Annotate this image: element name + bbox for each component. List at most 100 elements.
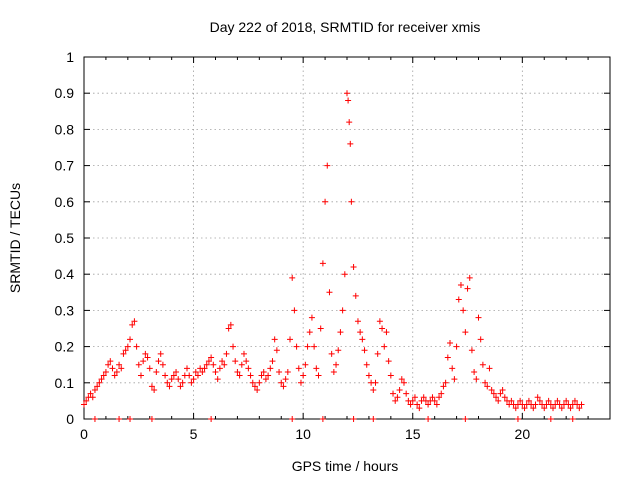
data-point [322,198,329,205]
data-point [192,368,199,375]
data-point [251,383,258,390]
data-point [232,358,239,365]
data-point [425,401,432,408]
data-point [315,372,322,379]
data-point [245,365,252,372]
data-point [545,397,552,404]
data-point [81,401,87,408]
data-point [284,368,291,375]
data-point [96,379,103,386]
data-point [124,343,131,350]
data-point [289,416,296,422]
data-point [571,397,578,404]
data-point [444,354,451,361]
x-tick-label: 10 [295,426,311,442]
data-point [91,387,98,394]
data-point [462,416,469,422]
x-tick-label: 20 [515,426,531,442]
data-point [102,368,109,375]
data-point [383,329,390,336]
data-point [131,318,138,325]
data-point [113,368,120,375]
data-point [133,343,140,350]
data-point [164,379,171,386]
data-point [486,365,493,372]
data-point [473,376,480,383]
data-point [249,379,256,386]
data-point [398,376,405,383]
y-axis-label: SRMTID / TECUs [7,183,23,293]
data-point [359,336,366,343]
data-point [457,282,464,289]
data-point [578,401,585,408]
data-point [365,372,372,379]
data-point [409,397,416,404]
data-point [390,390,397,397]
data-point [203,361,210,368]
data-point [319,416,326,422]
data-point [328,350,335,357]
data-point [471,368,478,375]
data-point [170,372,177,379]
data-point [162,372,169,379]
data-point [107,358,114,365]
data-point [151,387,158,394]
data-point [208,354,215,361]
data-point [212,368,219,375]
data-point [333,361,340,368]
data-point [269,358,276,365]
data-point [495,397,502,404]
data-point [308,314,315,321]
data-point [122,347,129,354]
data-point [127,336,134,343]
data-point [569,416,576,422]
data-point [442,379,449,386]
data-point [256,379,263,386]
data-point [493,394,500,401]
data-point [247,372,254,379]
data-point [477,336,484,343]
data-point [267,365,274,372]
data-point [289,274,296,281]
data-point [536,397,543,404]
data-point [455,296,462,303]
data-point [291,307,298,314]
data-point [550,405,557,412]
data-point [411,394,418,401]
data-point [295,365,302,372]
data-point [449,365,456,372]
data-point [219,358,226,365]
data-point [234,368,241,375]
data-point [311,343,318,350]
data-point [221,361,228,368]
data-point [258,372,265,379]
data-point [361,347,368,354]
data-point [201,365,208,372]
y-tick-label: 0 [66,411,74,427]
data-point [576,405,583,412]
chart-title: Day 222 of 2018, SRMTID for receiver xmi… [210,19,481,35]
data-point [479,361,486,368]
data-point [468,347,475,354]
data-point [142,350,149,357]
y-tick-label: 0.9 [55,85,75,101]
data-point [352,292,359,299]
data-point [387,372,394,379]
data-point [348,198,355,205]
data-point [155,358,162,365]
data-point [216,365,223,372]
data-point [385,358,392,365]
data-point [512,405,519,412]
data-point [420,394,427,401]
y-tick-label: 0.2 [55,339,75,355]
data-point [335,347,342,354]
data-point [262,376,269,383]
data-point [379,325,386,332]
data-point [179,379,186,386]
y-tick-label: 0.5 [55,230,75,246]
data-point [254,387,261,394]
data-point [451,376,458,383]
y-tick-label: 0.6 [55,194,75,210]
data-point [282,376,289,383]
data-point [396,387,403,394]
